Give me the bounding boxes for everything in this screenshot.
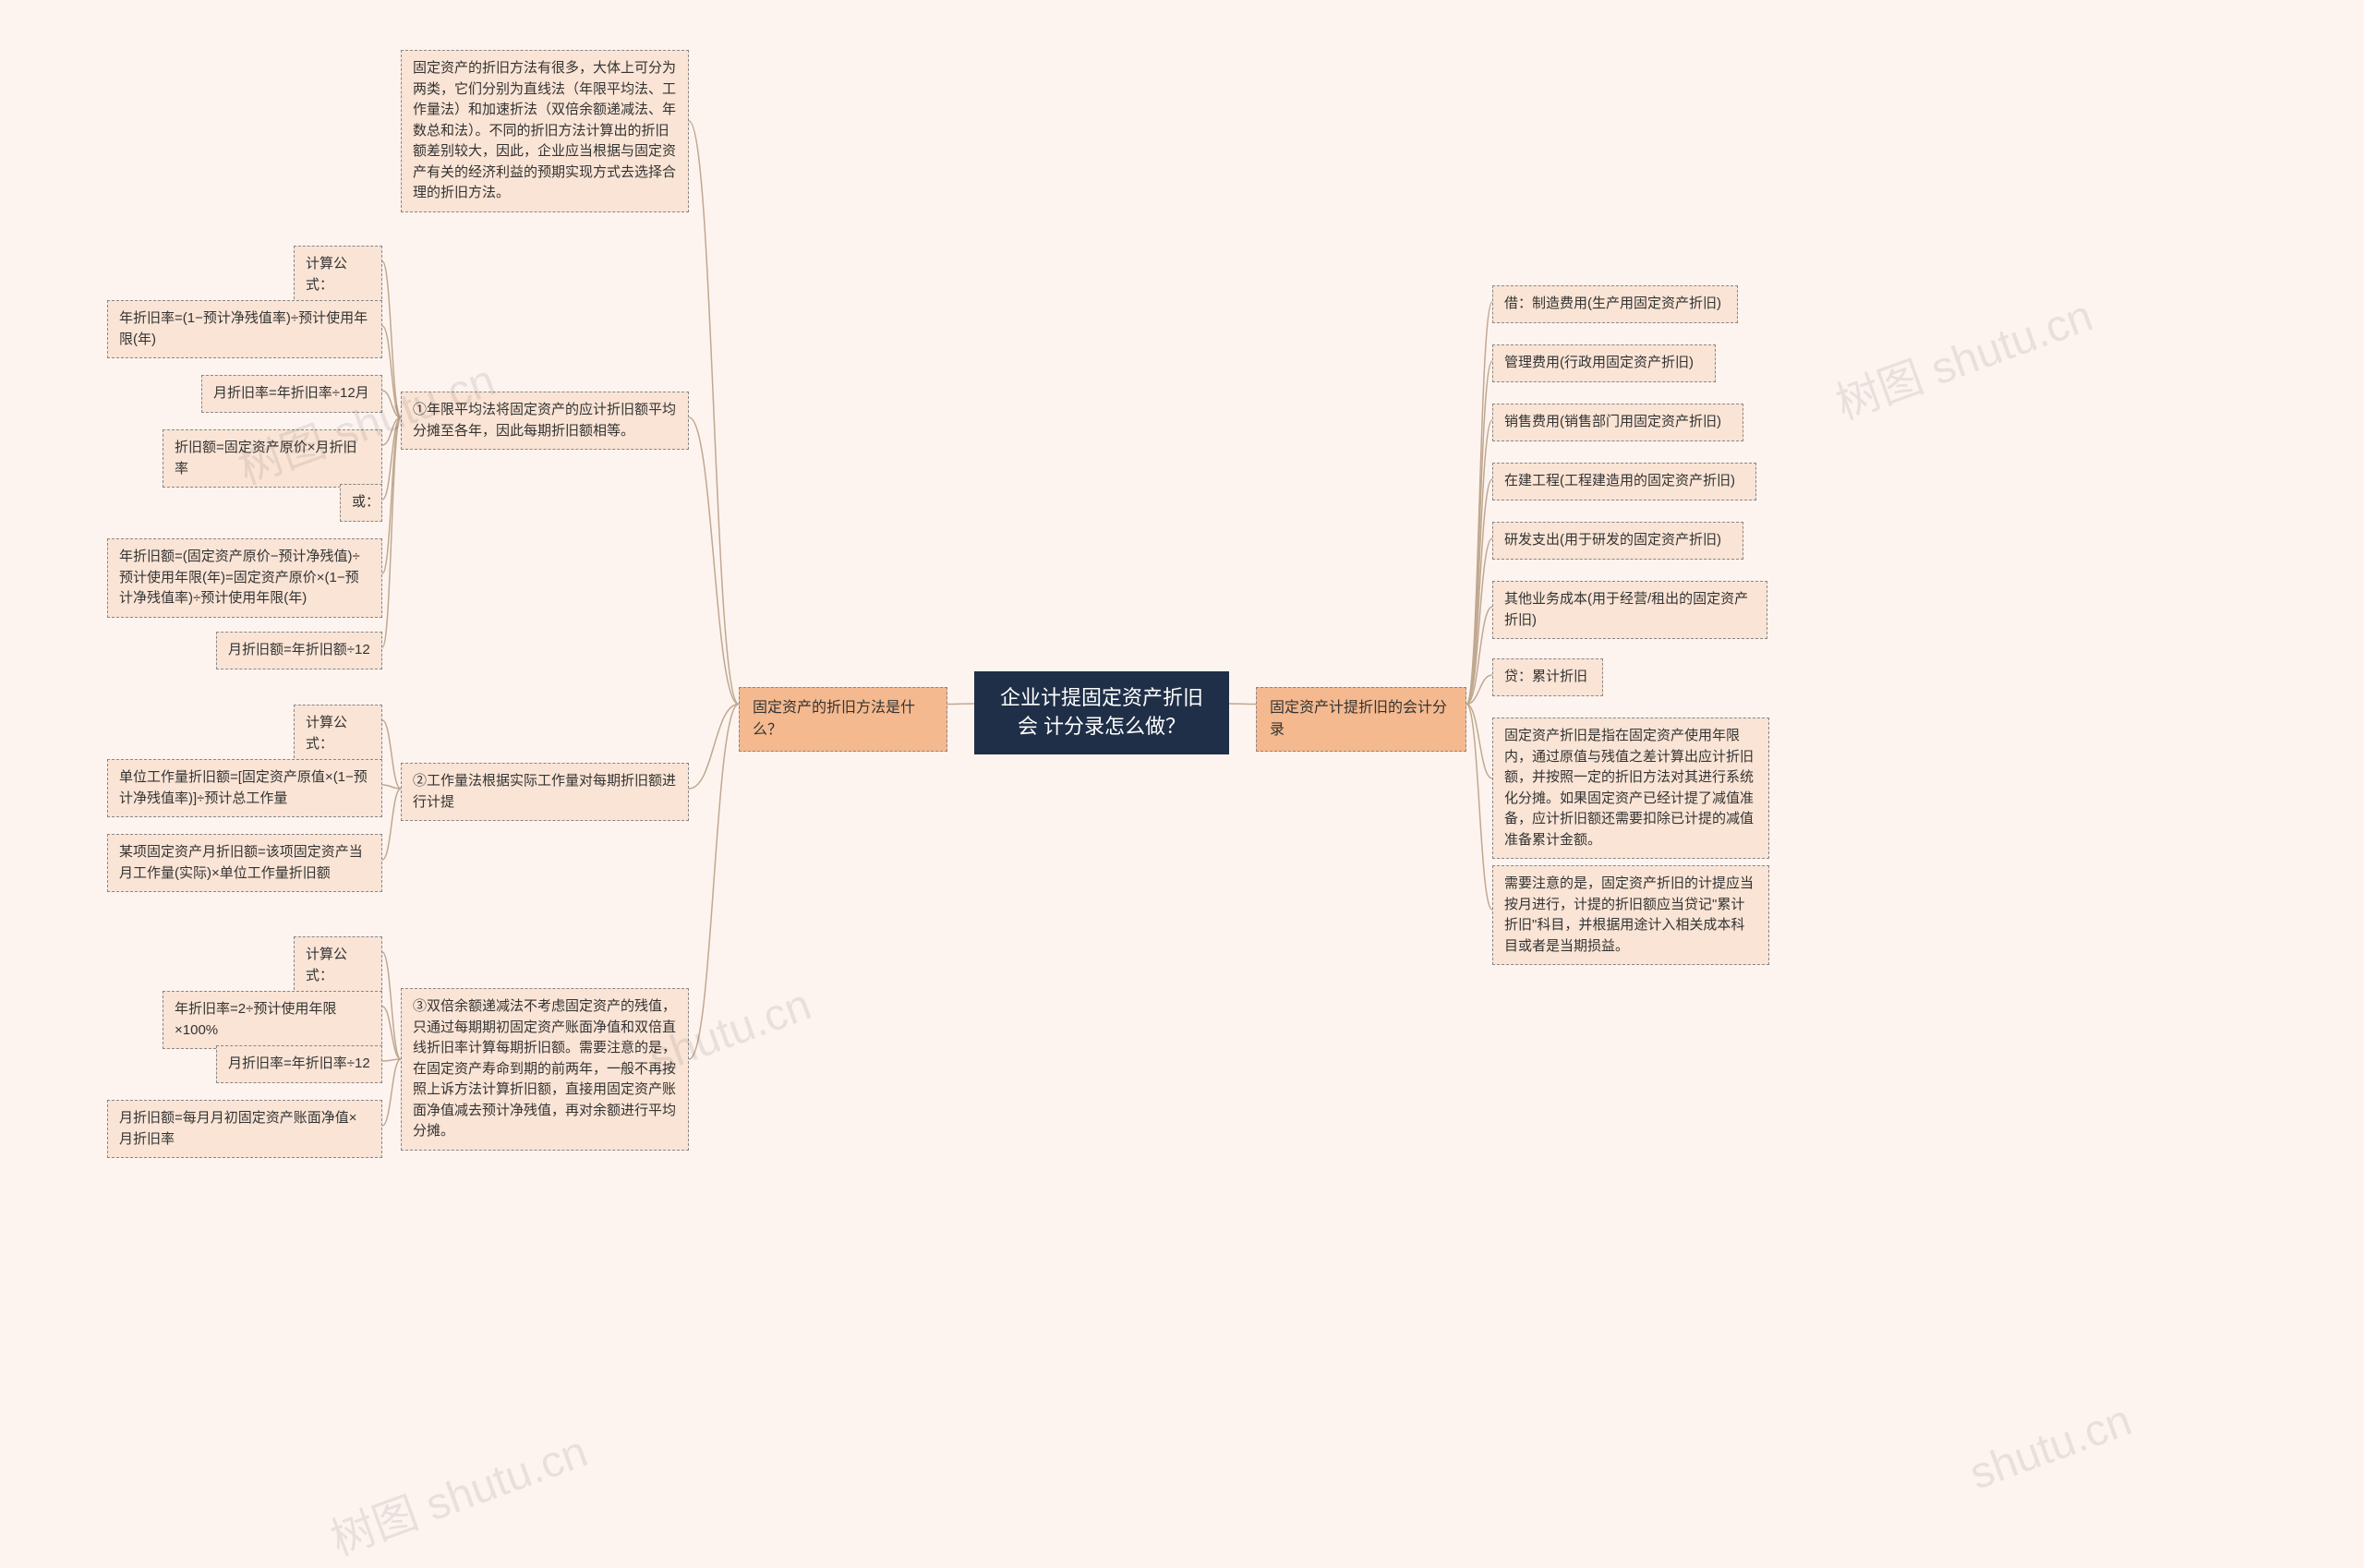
connector (382, 952, 401, 1059)
connector (1466, 705, 1492, 911)
node-text: 月折旧率=年折旧率÷12月 (213, 385, 369, 401)
mindmap-node: 固定资产的折旧方法有很多，大体上可分为两类，它们分别为直线法（年限平均法、工作量… (401, 50, 689, 212)
mindmap-node: 年折旧率=2÷预计使用年限×100% (163, 991, 382, 1049)
connector (1229, 704, 1256, 705)
mindmap-node: 月折旧额=每月月初固定资产账面净值×月折旧率 (107, 1100, 382, 1158)
mindmap-node: 年折旧额=(固定资产原价−预计净残值)÷预计使用年限(年)=固定资产原价×(1−… (107, 538, 382, 618)
connector (382, 785, 401, 789)
mindmap-node: 年折旧率=(1−预计净残值率)÷预计使用年限(年) (107, 300, 382, 358)
mindmap-node: 计算公式： (294, 705, 382, 763)
connector (689, 417, 739, 705)
mindmap-node: ②工作量法根据实际工作量对每期折旧额进行计提 (401, 763, 689, 821)
connector (1466, 675, 1492, 705)
node-text: ①年限平均法将固定资产的应计折旧额平均分摊至各年，因此每期折旧额相等。 (413, 402, 676, 439)
node-text: 某项固定资产月折旧额=该项固定资产当月工作量(实际)×单位工作量折旧额 (119, 844, 363, 881)
connector (382, 261, 401, 417)
mindmap-node: 其他业务成本(用于经营/租出的固定资产折旧) (1492, 581, 1767, 639)
node-text: 年折旧额=(固定资产原价−预计净残值)÷预计使用年限(年)=固定资产原价×(1−… (119, 549, 360, 606)
mindmap-node: 某项固定资产月折旧额=该项固定资产当月工作量(实际)×单位工作量折旧额 (107, 834, 382, 892)
connector (1466, 302, 1492, 705)
mindmap-node: 在建工程(工程建造用的固定资产折旧) (1492, 463, 1756, 501)
connector (382, 326, 401, 417)
node-text: 年折旧率=2÷预计使用年限×100% (175, 1001, 336, 1038)
node-text: 管理费用(行政用固定资产折旧) (1504, 355, 1694, 370)
node-text: 月折旧额=年折旧额÷12 (228, 642, 370, 657)
node-text: 其他业务成本(用于经营/租出的固定资产折旧) (1504, 591, 1748, 628)
node-text: ②工作量法根据实际工作量对每期折旧额进行计提 (413, 773, 676, 810)
connector (382, 1059, 401, 1061)
mindmap-node: 管理费用(行政用固定资产折旧) (1492, 344, 1716, 382)
connector (689, 705, 739, 790)
connector (382, 391, 401, 417)
connector (382, 1007, 401, 1059)
connector (1466, 607, 1492, 705)
mindmap-node: 计算公式： (294, 246, 382, 304)
node-text: 月折旧额=每月月初固定资产账面净值×月折旧率 (119, 1110, 357, 1147)
mindmap-node: 或： (340, 484, 382, 522)
node-text: 固定资产的折旧方法有很多，大体上可分为两类，它们分别为直线法（年限平均法、工作量… (413, 60, 676, 200)
connector (689, 705, 739, 1060)
connector (947, 704, 974, 705)
connector (1466, 538, 1492, 705)
node-text: 贷：累计折旧 (1504, 669, 1587, 684)
mindmap-node: 固定资产计提折旧的会计分录 (1256, 687, 1466, 752)
node-text: 借：制造费用(生产用固定资产折旧) (1504, 296, 1721, 311)
node-text: 月折旧率=年折旧率÷12 (228, 1055, 370, 1071)
connector (382, 1059, 401, 1126)
mindmap-node: 企业计提固定资产折旧会 计分录怎么做？ (974, 671, 1229, 754)
node-text: 销售费用(销售部门用固定资产折旧) (1504, 414, 1721, 429)
watermark: shutu.cn (1963, 1395, 2138, 1501)
mindmap-node: 借：制造费用(生产用固定资产折旧) (1492, 285, 1738, 323)
connector (382, 417, 401, 573)
node-text: 固定资产计提折旧的会计分录 (1270, 700, 1447, 738)
mindmap-node: 单位工作量折旧额=[固定资产原值×(1−预计净残值率)]÷预计总工作量 (107, 759, 382, 817)
node-text: 或： (352, 494, 380, 510)
connector (1466, 705, 1492, 779)
node-text: 计算公式： (306, 715, 347, 752)
mindmap-node: 折旧额=固定资产原价×月折旧率 (163, 429, 382, 488)
node-text: 需要注意的是，固定资产折旧的计提应当按月进行，计提的折旧额应当贷记"累计折旧"科… (1504, 875, 1754, 954)
mindmap-node: 月折旧额=年折旧额÷12 (216, 632, 382, 669)
mindmap-node: 研发支出(用于研发的固定资产折旧) (1492, 522, 1743, 560)
node-text: 折旧额=固定资产原价×月折旧率 (175, 440, 357, 476)
connector (1466, 479, 1492, 705)
connector (382, 789, 401, 860)
watermark: 树图 shutu.cn (1826, 279, 2100, 431)
node-text: 计算公式： (306, 256, 347, 293)
connector (382, 417, 401, 500)
node-text: 固定资产的折旧方法是什么？ (753, 700, 915, 738)
node-text: 计算公式： (306, 947, 347, 983)
mindmap-node: 计算公式： (294, 936, 382, 995)
connector (689, 121, 739, 705)
mindmap-node: ①年限平均法将固定资产的应计折旧额平均分摊至各年，因此每期折旧额相等。 (401, 392, 689, 450)
mindmap-node: 需要注意的是，固定资产折旧的计提应当按月进行，计提的折旧额应当贷记"累计折旧"科… (1492, 865, 1769, 965)
mindmap-node: 贷：累计折旧 (1492, 658, 1603, 696)
mindmap-node: 固定资产的折旧方法是什么？ (739, 687, 947, 752)
node-text: ③双倍余额递减法不考虑固定资产的残值，只通过每期期初固定资产账面净值和双倍直线折… (413, 998, 676, 1139)
mindmap-node: ③双倍余额递减法不考虑固定资产的残值，只通过每期期初固定资产账面净值和双倍直线折… (401, 988, 689, 1151)
mindmap-node: 销售费用(销售部门用固定资产折旧) (1492, 404, 1743, 441)
mindmap-node: 月折旧率=年折旧率÷12 (216, 1045, 382, 1083)
connector (382, 417, 401, 445)
mindmap-node: 固定资产折旧是指在固定资产使用年限内，通过原值与残值之差计算出应计折旧额，并按照… (1492, 718, 1769, 859)
mindmap-node: 月折旧率=年折旧率÷12月 (201, 375, 382, 413)
watermark: 树图 shutu.cn (320, 1415, 595, 1567)
node-text: 固定资产折旧是指在固定资产使用年限内，通过原值与残值之差计算出应计折旧额，并按照… (1504, 728, 1754, 848)
node-text: 单位工作量折旧额=[固定资产原值×(1−预计净残值率)]÷预计总工作量 (119, 769, 368, 806)
connector (1466, 420, 1492, 705)
connector (382, 720, 401, 789)
connector (382, 417, 401, 647)
connector (1466, 361, 1492, 705)
node-text: 研发支出(用于研发的固定资产折旧) (1504, 532, 1721, 548)
node-text: 在建工程(工程建造用的固定资产折旧) (1504, 473, 1735, 488)
node-text: 企业计提固定资产折旧会 计分录怎么做？ (1000, 686, 1203, 738)
node-text: 年折旧率=(1−预计净残值率)÷预计使用年限(年) (119, 310, 368, 347)
